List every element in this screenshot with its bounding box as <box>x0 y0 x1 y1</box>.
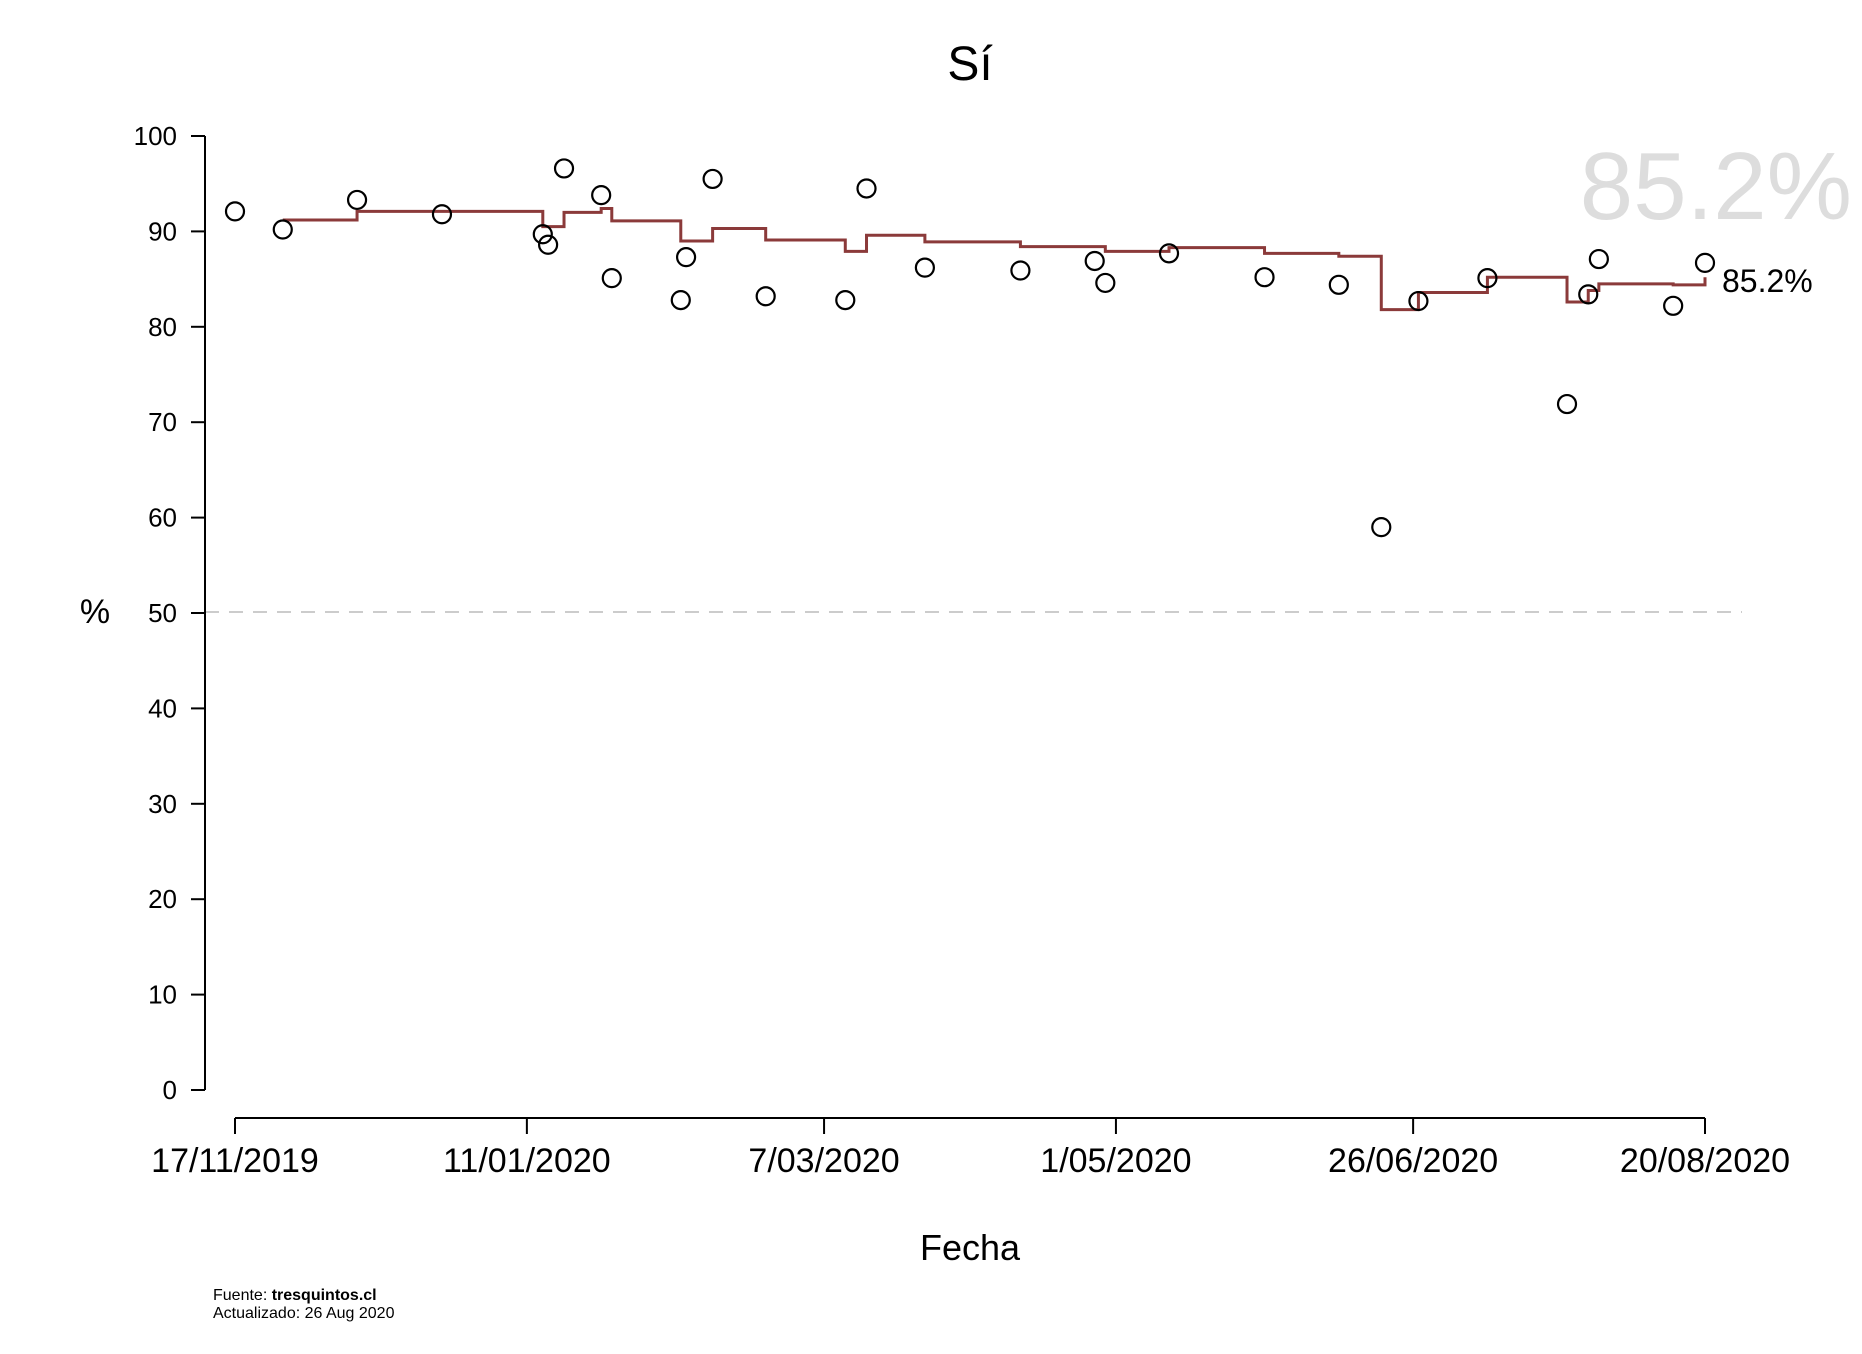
poll-point <box>1578 284 1599 305</box>
y-tick-label: 10 <box>148 980 177 1010</box>
x-axis: 17/11/2019 11/01/2020 7/03/2020 1/05/2020 26… <box>151 1117 1790 1180</box>
chart-title: Sí <box>947 38 993 91</box>
poll-point <box>431 204 453 225</box>
poll-point <box>1588 248 1609 270</box>
poll-point <box>272 219 293 240</box>
poll-point <box>1254 267 1275 288</box>
poll-point <box>1477 268 1498 289</box>
poll-point <box>1556 393 1578 415</box>
poll-point <box>532 224 553 245</box>
poll-point <box>224 201 246 222</box>
poll-point <box>1095 272 1116 294</box>
x-axis-label: Fecha <box>920 1227 1021 1268</box>
y-axis: 0 10 20 30 40 50 60 70 80 90 100 <box>134 121 206 1105</box>
y-tick-label: 20 <box>148 884 177 914</box>
poll-point <box>1408 290 1429 312</box>
poll-point <box>755 286 776 307</box>
poll-point <box>1158 243 1180 264</box>
poll-point <box>538 234 559 255</box>
y-tick-label: 90 <box>148 216 177 246</box>
poll-point <box>601 268 622 289</box>
y-axis-label: % <box>80 593 110 631</box>
y-tick-label: 50 <box>148 598 177 628</box>
poll-point <box>1663 295 1684 316</box>
poll-point <box>856 178 877 199</box>
y-tick-label: 30 <box>148 789 177 819</box>
poll-point <box>914 257 935 278</box>
poll-point <box>1694 252 1716 273</box>
poll-point <box>835 289 856 311</box>
trend-line <box>282 207 1707 312</box>
poll-point <box>1084 250 1105 272</box>
x-tick-label: 7/03/2020 <box>748 1142 899 1180</box>
poll-point <box>346 189 368 211</box>
footer-source: Fuente: tresquintos.cl <box>213 1287 377 1304</box>
watermark-value: 85.2% <box>1580 133 1852 240</box>
poll-point <box>1371 517 1392 538</box>
trend-series <box>282 207 1707 312</box>
poll-point <box>675 247 697 268</box>
poll-point <box>553 158 575 179</box>
x-tick-label: 1/05/2020 <box>1040 1142 1191 1180</box>
current-value-label: 85.2% <box>1722 263 1813 299</box>
x-tick-label: 11/01/2020 <box>443 1142 611 1180</box>
footer-source-name: tresquintos.cl <box>272 1287 377 1304</box>
y-tick-label: 80 <box>148 312 177 342</box>
x-tick-label: 20/08/2020 <box>1620 1142 1790 1180</box>
poll-point <box>670 289 691 311</box>
poll-point <box>1328 274 1349 295</box>
poll-point <box>702 168 723 190</box>
poll-point <box>1010 260 1031 281</box>
x-tick-label: 17/11/2019 <box>151 1142 319 1180</box>
poll-point <box>591 185 612 206</box>
x-tick-label: 26/06/2020 <box>1328 1142 1498 1180</box>
poll-points <box>224 158 1716 538</box>
y-tick-label: 100 <box>134 121 177 151</box>
y-tick-label: 0 <box>163 1075 177 1105</box>
footer-updated: Actualizado: 26 Aug 2020 <box>213 1305 395 1322</box>
y-tick-label: 60 <box>148 503 177 533</box>
y-tick-label: 70 <box>148 407 177 437</box>
y-tick-label: 40 <box>148 693 177 723</box>
footer-source-prefix: Fuente: <box>213 1287 272 1304</box>
